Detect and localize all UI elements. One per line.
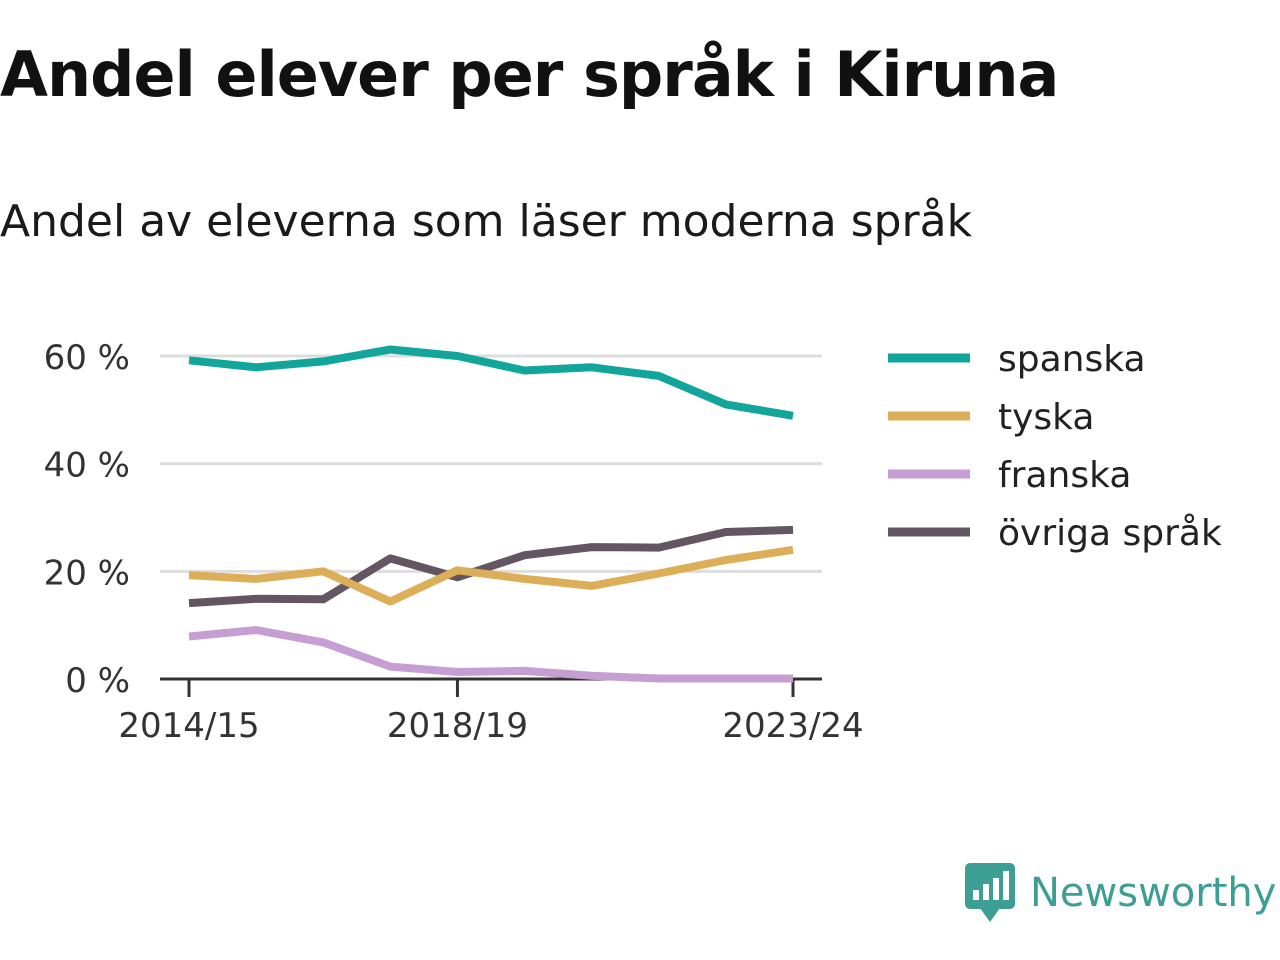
legend-label: tyska xyxy=(998,397,1094,438)
newsworthy-brand: Newsworthy xyxy=(964,862,1276,924)
axes: 0 % 20 % 40 % 60 % 2014/15 2018/19 2023/24 xyxy=(44,338,864,746)
y-tick-label: 60 % xyxy=(44,338,130,378)
chart-title: Andel elever per språk i Kiruna xyxy=(0,38,1059,111)
brand-name: Newsworthy xyxy=(1030,870,1277,916)
y-tick-label: 20 % xyxy=(44,553,130,593)
y-tick-label: 40 % xyxy=(44,446,130,486)
series-line xyxy=(188,345,794,420)
grid-lines xyxy=(160,354,822,573)
legend-label: franska xyxy=(998,455,1131,496)
series-line xyxy=(188,626,793,683)
series-line xyxy=(188,525,794,608)
series-lines xyxy=(188,345,794,683)
legend: spanska tyska franska övriga språk xyxy=(888,339,1222,554)
legend-label: spanska xyxy=(998,339,1146,380)
legend-label: övriga språk xyxy=(998,513,1222,554)
x-tick-label: 2014/15 xyxy=(118,706,259,746)
chart-subtitle: Andel av eleverna som läser moderna språ… xyxy=(0,196,973,247)
x-tick-label: 2023/24 xyxy=(722,706,863,746)
x-tick-label: 2018/19 xyxy=(387,706,528,746)
y-tick-label: 0 % xyxy=(65,661,130,701)
series-line xyxy=(188,545,794,606)
newsworthy-logo-icon xyxy=(965,863,1015,922)
